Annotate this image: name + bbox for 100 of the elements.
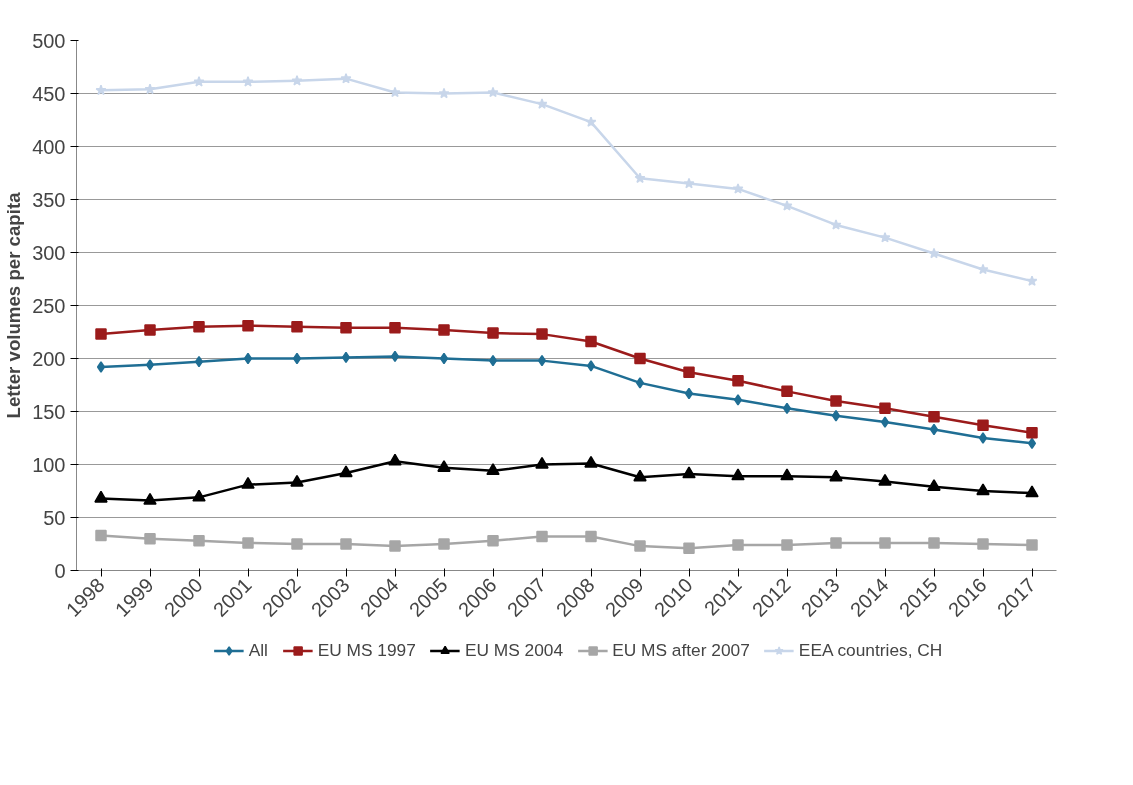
point (340, 72, 352, 84)
point (193, 320, 205, 333)
point (143, 492, 157, 505)
point (290, 474, 304, 487)
y-tick-label: 350 (32, 188, 66, 211)
point (488, 354, 498, 367)
point (634, 540, 646, 552)
legend-label: EEA countries, CH (798, 639, 943, 661)
point (339, 465, 353, 478)
point (1026, 539, 1038, 551)
point (341, 351, 351, 364)
point (96, 361, 106, 373)
y-tick-label: 400 (32, 135, 66, 158)
point (830, 395, 842, 407)
point (878, 473, 892, 486)
point (879, 231, 891, 243)
point (193, 76, 205, 87)
point (683, 177, 695, 189)
point (731, 468, 745, 481)
point (634, 352, 646, 365)
point (487, 535, 499, 547)
point (388, 453, 402, 466)
point (438, 87, 450, 99)
point (1026, 275, 1038, 286)
point (192, 489, 206, 502)
point (830, 219, 842, 230)
point (586, 360, 596, 372)
point (536, 530, 548, 543)
point (193, 535, 205, 547)
point (536, 98, 548, 109)
point (389, 322, 401, 334)
point (732, 183, 744, 194)
point (144, 83, 156, 95)
point (439, 352, 449, 365)
point (291, 538, 303, 550)
point (585, 116, 597, 127)
point (683, 366, 695, 379)
point (879, 537, 891, 549)
y-axis-title: Letter volumes per capita (3, 191, 25, 419)
point (1025, 485, 1039, 498)
point (829, 469, 843, 482)
point (584, 455, 598, 468)
legend-label: EU MS 1997 (317, 639, 416, 661)
point (487, 327, 499, 339)
point (634, 172, 646, 184)
point (487, 86, 499, 98)
point (782, 402, 792, 415)
point (340, 538, 352, 550)
point (880, 416, 890, 428)
point (241, 476, 255, 489)
point (732, 539, 744, 551)
point (732, 375, 744, 387)
point (95, 328, 107, 340)
point (635, 377, 645, 389)
point (830, 537, 842, 549)
point (94, 490, 108, 503)
point (1027, 437, 1037, 450)
point (733, 394, 743, 406)
point (144, 324, 156, 336)
point (486, 463, 500, 476)
point (928, 411, 940, 423)
point (976, 483, 990, 496)
y-tick-label: 50 (43, 506, 66, 529)
point (292, 352, 302, 365)
point (977, 538, 989, 550)
point (144, 532, 156, 545)
y-tick-label: 100 (32, 453, 66, 476)
point (536, 328, 548, 340)
point (928, 537, 940, 549)
point (340, 322, 352, 334)
legend-label: All (248, 639, 269, 661)
point (977, 419, 989, 432)
point (535, 456, 549, 469)
y-tick-label: 450 (32, 82, 66, 105)
point (585, 530, 597, 543)
point (879, 402, 891, 415)
point (437, 460, 451, 472)
legend-label: EU MS after 2007 (612, 639, 750, 661)
point (927, 479, 941, 491)
point (390, 350, 400, 363)
point (95, 529, 107, 542)
y-tick-label: 300 (32, 241, 66, 264)
point (243, 352, 253, 365)
point (1026, 426, 1038, 439)
point (684, 387, 694, 400)
y-tick-label: 500 (32, 29, 66, 52)
point (438, 324, 450, 336)
point (682, 466, 696, 479)
point (145, 359, 155, 371)
point (389, 540, 401, 552)
point (780, 468, 794, 481)
point (242, 319, 254, 332)
point (242, 537, 254, 549)
point (291, 75, 303, 86)
point (585, 335, 597, 348)
point (683, 542, 695, 554)
point (781, 200, 793, 211)
legend-label: EU MS 2004 (464, 639, 564, 661)
y-tick-label: 150 (32, 400, 66, 423)
y-tick-label: 0 (54, 559, 66, 582)
